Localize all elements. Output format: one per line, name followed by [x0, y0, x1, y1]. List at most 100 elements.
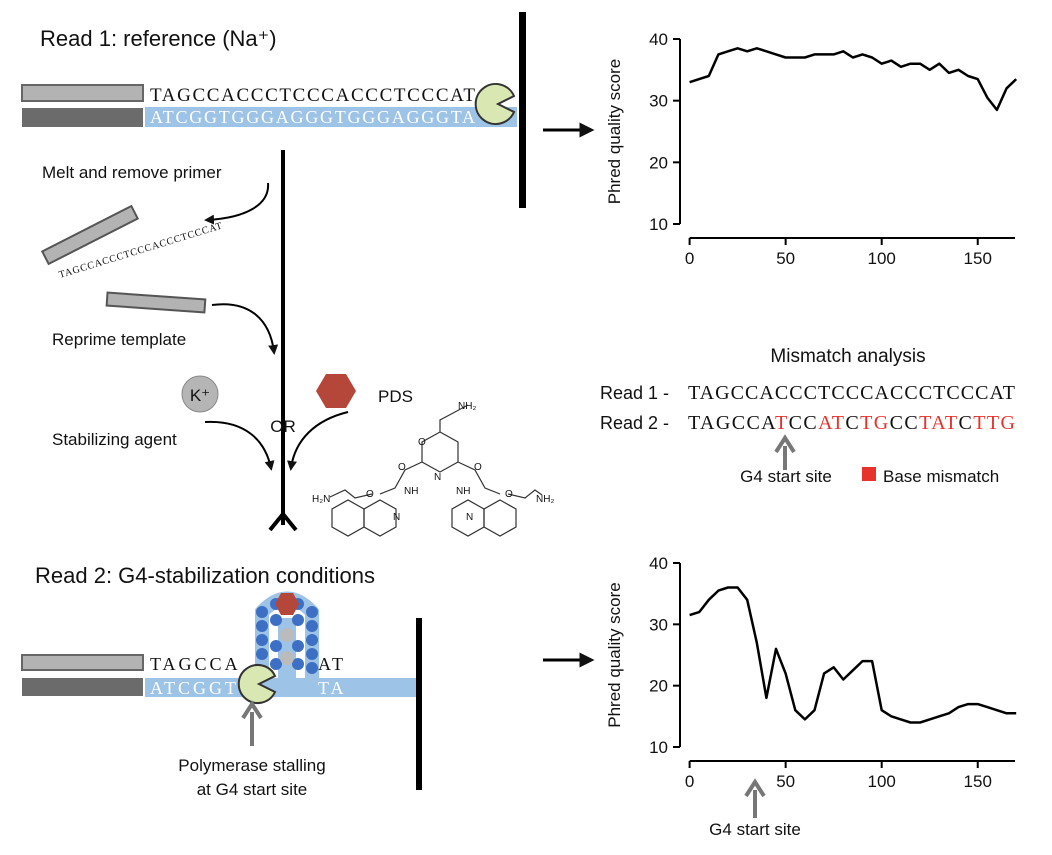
reprime-label: Reprime template [52, 330, 186, 349]
read-sequence: TAGCCATCCATCTGCCTATCTTG [688, 412, 1015, 434]
pds-structure [329, 404, 543, 537]
x-tick-label: 0 [685, 772, 694, 791]
k-label: K⁺ [190, 386, 210, 405]
polymerase [474, 83, 516, 125]
quality-line [689, 47, 1018, 112]
melt-label: Melt and remove primer [42, 163, 222, 182]
stall-label: Polymerase stalling [178, 756, 325, 775]
arrow [744, 778, 766, 818]
base: C [731, 382, 744, 404]
curve-arrow [204, 182, 270, 225]
base: A [759, 382, 774, 404]
read1-title: Read 1: reference (Na⁺) [40, 26, 277, 51]
chem-label: N [466, 512, 473, 523]
removed-primer-seq: TAGCCACCCTCCCACCCTCCCAT [58, 221, 224, 281]
primer-bar [21, 84, 144, 102]
base: A [761, 412, 776, 434]
base: A [700, 412, 715, 434]
base: G [1001, 412, 1015, 434]
base: C [803, 412, 816, 434]
curve-arrow [204, 420, 275, 471]
y-tick-label: 40 [649, 30, 668, 49]
template-bar [22, 108, 143, 127]
chem-label: O [398, 462, 406, 473]
chem-label: N [393, 512, 400, 523]
stall-label: at G4 start site [197, 780, 308, 799]
base: T [688, 382, 700, 404]
chem-label: O [366, 489, 374, 500]
curve-arrow [211, 303, 279, 355]
chem-label: O [474, 462, 482, 473]
base: T [945, 412, 957, 434]
base: T [775, 412, 787, 434]
base: A [990, 382, 1005, 404]
x-tick-label: 50 [776, 249, 795, 268]
y-axis-label: Phred quality score [605, 59, 624, 205]
base: T [987, 412, 999, 434]
base: T [1003, 382, 1015, 404]
arrow [241, 700, 263, 746]
base: T [860, 412, 872, 434]
base: T [933, 382, 945, 404]
top-sequence: TAGCCACCCTCCCACCCTCCCAT [150, 85, 475, 106]
base: G [715, 382, 729, 404]
base: A [874, 382, 889, 404]
base: T [919, 412, 931, 434]
row-label: Read 2 - [600, 413, 669, 433]
base: G [874, 412, 888, 434]
base: A [931, 412, 946, 434]
x-tick-label: 0 [685, 249, 694, 268]
y-tick-label: 20 [649, 153, 668, 172]
legend-swatch [862, 467, 876, 481]
k-ion [181, 375, 219, 413]
chem-label: NH₂ [458, 401, 476, 412]
base: T [973, 412, 985, 434]
annotation: G4 start site [709, 820, 801, 839]
base: C [775, 382, 788, 404]
g-quadruplex [255, 591, 319, 680]
top-sequence: AT [318, 654, 346, 674]
base: C [846, 382, 859, 404]
curve-arrow [287, 411, 349, 471]
chem-label: O [418, 437, 426, 448]
y-tick-label: 30 [649, 92, 668, 111]
mismatch-title: Mismatch analysis [770, 346, 925, 367]
base: A [818, 412, 833, 434]
base: T [688, 412, 700, 434]
bottom-sequence: ATCGGTGGGAGGGTGGGAGGGTA [150, 107, 475, 127]
chem-label: H₂N [312, 494, 330, 505]
base: C [975, 382, 988, 404]
primer-bar [21, 654, 144, 671]
chem-label: O [505, 489, 513, 500]
base: C [831, 382, 844, 404]
y-tick-label: 20 [649, 677, 668, 696]
x-tick-label: 150 [964, 249, 992, 268]
template-strand [145, 107, 517, 127]
x-tick-label: 150 [964, 772, 992, 791]
base: C [804, 382, 817, 404]
y-tick-label: 30 [649, 615, 668, 634]
base: C [959, 412, 972, 434]
base: C [946, 382, 959, 404]
bottom-sequence: ATCGGT [150, 678, 239, 698]
base: C [904, 412, 917, 434]
stop-bar [416, 618, 422, 790]
base: G [716, 412, 730, 434]
base: C [961, 382, 974, 404]
base: C [890, 412, 903, 434]
quality-line [689, 586, 1017, 724]
base: C [904, 382, 917, 404]
reprime-bar [105, 291, 207, 314]
x-tick-label: 100 [868, 249, 896, 268]
base: C [845, 412, 858, 434]
pds-hexagon [316, 374, 356, 408]
chem-label: NH [456, 486, 470, 497]
chem-label: NH [404, 486, 418, 497]
bottom-sequence: TA [318, 678, 347, 698]
base: C [745, 382, 758, 404]
or-label: OR [270, 417, 296, 436]
chem-label: N [434, 472, 441, 483]
start-site-label: G4 start site [740, 467, 832, 486]
template-strand [145, 678, 417, 697]
